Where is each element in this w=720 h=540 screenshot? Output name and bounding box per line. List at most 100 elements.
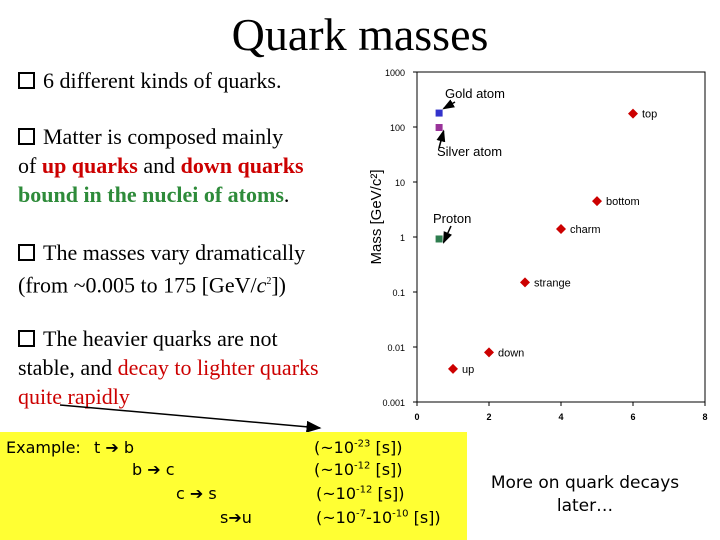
marker-gold-atom — [435, 109, 443, 117]
bullet-matter-of: of — [18, 153, 37, 178]
page-title: Quark masses — [231, 9, 489, 60]
decay-from: t — [94, 438, 101, 457]
decay-from: c — [176, 484, 185, 503]
quark-mass-chart: 1000 100 10 1 0.1 0.01 0.001 0 2 4 6 8 Mass [GeV/c²]… — [368, 68, 708, 422]
bullet-box-icon — [18, 244, 35, 261]
plot-frame — [416, 71, 706, 403]
lifetime-base: (~10 — [316, 508, 357, 527]
decay-text: decay to lighter quarks — [117, 355, 319, 380]
quark-label-top: top — [642, 109, 657, 121]
bullet-matter-and: and — [137, 153, 181, 178]
decay-from: b — [132, 460, 143, 479]
quark-label-charm: charm — [570, 224, 601, 236]
bullet-kinds: 6 different kinds of quarks. — [18, 66, 282, 95]
right-arrow-icon: ➔ — [228, 508, 242, 527]
quark-point-up — [448, 363, 458, 374]
bullet-masses-c: c — [256, 272, 267, 298]
quark-label-strange: strange — [534, 277, 571, 289]
x-tick-label: 2 — [486, 412, 491, 422]
bullet-box-icon — [18, 330, 35, 347]
bullet-box-icon — [18, 128, 35, 145]
quark-label-bottom: bottom — [606, 196, 640, 208]
right-arrow-icon: ➔ — [105, 438, 119, 457]
bullet-masses-line2-end: ]) — [271, 272, 287, 298]
marker-arrow-icon — [442, 225, 453, 244]
lifetime-exp: -23 — [354, 438, 371, 450]
decay-row-3: c ➔ s — [176, 484, 217, 503]
quark-label-up: up — [462, 364, 474, 376]
marker-arrow-icon — [442, 99, 456, 110]
x-tick-label: 0 — [414, 412, 419, 422]
decay-row-1: t ➔ b — [94, 438, 134, 457]
marker-label-silver-atom: Silver atom — [437, 144, 502, 159]
decay-to: c — [165, 460, 175, 479]
lifetime-mid: -10 — [366, 508, 393, 527]
decay-row-2: b ➔ c — [132, 460, 175, 479]
y-tick-label: 0.01 — [387, 343, 405, 353]
decay-to: u — [241, 508, 252, 527]
marker-label-gold-atom: Gold atom — [445, 86, 505, 101]
example-label: Example: — [6, 438, 81, 457]
y-axis-label: Mass [GeV/c²] — [368, 169, 385, 264]
right-arrow-icon: ➔ — [147, 460, 161, 479]
decay-to: b — [123, 438, 135, 457]
lifetime-unit: [s]) — [370, 438, 403, 457]
bullet-masses-sup: 2 — [266, 276, 272, 287]
lifetime-1: (~10-23 [s]) — [314, 438, 403, 457]
decay-row-4: s➔u — [220, 508, 252, 527]
down-quarks-text: down quarks — [180, 153, 304, 178]
lifetime-unit: [s]) — [370, 460, 403, 479]
lifetime-2: (~10-12 [s]) — [314, 460, 403, 479]
bound-nuclei-text: bound in the nuclei of atoms — [18, 182, 284, 207]
x-tick-label: 8 — [702, 412, 707, 422]
y-tick-label: 100 — [390, 123, 405, 133]
y-tick-label: 1 — [400, 233, 405, 243]
marker-arrow-icon — [436, 129, 446, 149]
example-box: Example: t ➔ b b ➔ c c ➔ s s➔u (~10-23 [… — [0, 432, 467, 540]
lifetime-unit: [s]) — [372, 484, 405, 503]
marker-label-proton: Proton — [433, 211, 471, 226]
note-line2: later… — [556, 496, 614, 516]
bullet-heavier-line3: quite rapidly — [18, 384, 130, 409]
bullet-heavier-line2: stable, and — [18, 355, 118, 380]
marker-proton — [435, 235, 443, 243]
bullet-masses: The masses vary dramatically (from ~0.00… — [18, 238, 305, 299]
right-arrow-icon: ➔ — [189, 484, 204, 503]
lifetime-3: (~10-12 [s]) — [316, 484, 405, 503]
lifetime-base: (~10 — [314, 460, 355, 479]
up-quarks-text: up quarks — [41, 153, 138, 178]
lifetime-exp: -7 — [356, 508, 366, 520]
lifetime-exp2: -10 — [392, 508, 409, 520]
lifetime-4: (~10-7-10-10 [s]) — [316, 508, 441, 527]
y-tick-label: 10 — [395, 178, 405, 188]
bullet-masses-line1: The masses vary dramatically — [43, 240, 306, 265]
quark-point-strange — [520, 277, 530, 288]
bullet-masses-line2: (from ~0.005 to 175 [GeV/ — [18, 272, 257, 298]
quark-label-down: down — [498, 347, 524, 359]
y-tick-label: 0.1 — [392, 288, 405, 298]
bullet-matter-period: . — [283, 182, 290, 207]
marker-silver-atom — [435, 124, 443, 131]
bullet-box-icon — [18, 72, 35, 89]
quark-point-bottom — [592, 196, 602, 207]
lifetime-base: (~10 — [314, 438, 355, 457]
y-tick-label: 1000 — [385, 68, 405, 78]
lifetime-unit: [s]) — [408, 508, 441, 527]
decays-note: More on quark decays later… — [470, 472, 700, 518]
lifetime-base: (~10 — [316, 484, 357, 503]
lifetime-exp: -12 — [356, 484, 373, 496]
y-tick-label: 0.001 — [382, 398, 405, 408]
x-tick-label: 6 — [630, 412, 635, 422]
quark-point-top — [628, 108, 638, 119]
lifetime-exp: -12 — [354, 460, 371, 472]
bullet-kinds-text: 6 different kinds of quarks. — [43, 68, 282, 93]
quark-point-charm — [556, 223, 566, 234]
bullet-matter-line1: Matter is composed mainly — [43, 124, 284, 149]
quark-point-down — [484, 347, 494, 358]
bullet-matter: Matter is composed mainly of up quarks a… — [18, 122, 304, 209]
bullet-heavier-line1: The heavier quarks are not — [43, 326, 278, 351]
decay-to: s — [208, 484, 217, 503]
decay-from: s — [220, 508, 229, 527]
note-line1: More on quark decays — [490, 473, 680, 493]
bullet-heavier: The heavier quarks are not stable, and d… — [18, 324, 319, 411]
